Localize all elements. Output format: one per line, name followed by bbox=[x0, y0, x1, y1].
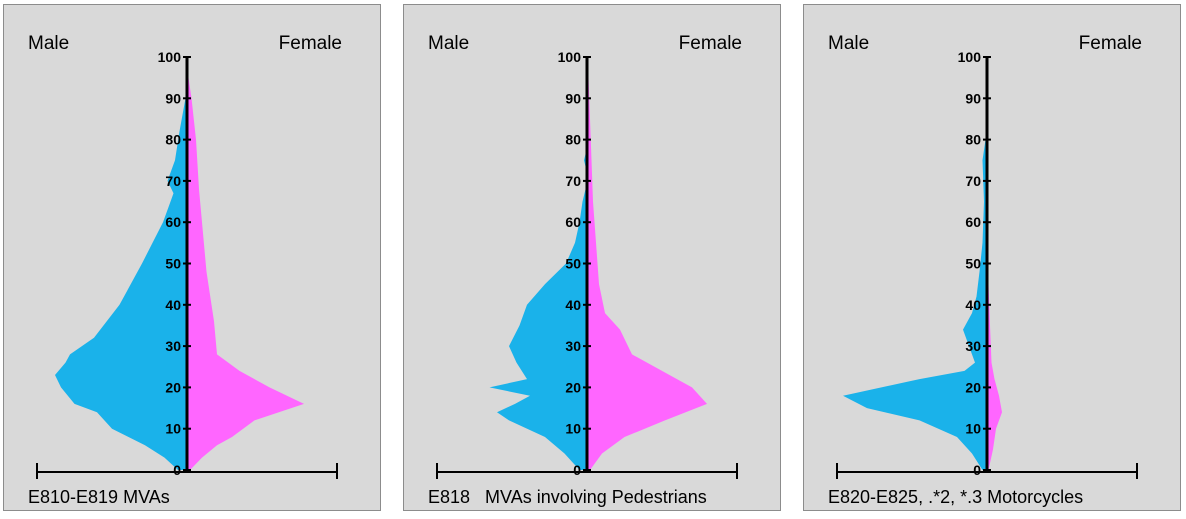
chart-caption: E810-E819 MVAs bbox=[28, 487, 170, 507]
y-tick-label: 0 bbox=[973, 462, 981, 478]
y-tick-label: 10 bbox=[565, 421, 581, 437]
y-tick-label: 60 bbox=[965, 214, 981, 230]
y-tick-label: 90 bbox=[965, 90, 981, 106]
male-label: Male bbox=[428, 33, 469, 54]
population-pyramid-3: 0 10 20 30 40 50 60 70 80 90 100 Male Female E820-E82… bbox=[828, 33, 1142, 507]
y-tick-label: 60 bbox=[565, 214, 581, 230]
y-tick-label: 20 bbox=[965, 379, 981, 395]
female-label: Female bbox=[1079, 33, 1142, 54]
female-area bbox=[987, 57, 1002, 470]
female-area bbox=[187, 57, 304, 470]
chart-panel-2: 0 10 20 30 40 50 60 70 80 90 100 Male Female E818 MVA… bbox=[403, 4, 781, 511]
y-tick-label: 30 bbox=[965, 338, 981, 354]
y-tick-label: 40 bbox=[965, 297, 981, 313]
y-tick-label: 40 bbox=[565, 297, 581, 313]
y-tick-label: 10 bbox=[965, 421, 981, 437]
y-tick-label: 80 bbox=[165, 132, 181, 148]
y-tick-label: 30 bbox=[165, 338, 181, 354]
male-area bbox=[55, 57, 187, 470]
y-tick-label: 0 bbox=[173, 462, 181, 478]
y-tick-label: 20 bbox=[165, 379, 181, 395]
y-tick-label: 50 bbox=[565, 256, 581, 272]
y-tick-label: 50 bbox=[165, 256, 181, 272]
chart-caption: E818 MVAs involving Pedestrians bbox=[428, 487, 707, 507]
female-area bbox=[587, 57, 707, 470]
y-tick-label: 20 bbox=[565, 379, 581, 395]
y-tick-label: 10 bbox=[165, 421, 181, 437]
y-tick-label: 30 bbox=[565, 338, 581, 354]
y-tick-label: 100 bbox=[958, 49, 982, 65]
chart-panel-3: 0 10 20 30 40 50 60 70 80 90 100 Male Female E820-E82… bbox=[803, 4, 1181, 511]
y-tick-label: 70 bbox=[565, 173, 581, 189]
y-tick-label: 70 bbox=[965, 173, 981, 189]
y-tick-label: 90 bbox=[565, 90, 581, 106]
y-tick-label: 90 bbox=[165, 90, 181, 106]
y-tick-label: 0 bbox=[573, 462, 581, 478]
y-tick-label: 50 bbox=[965, 256, 981, 272]
y-tick-label: 60 bbox=[165, 214, 181, 230]
female-label: Female bbox=[279, 33, 342, 54]
y-tick-label: 80 bbox=[565, 132, 581, 148]
male-area bbox=[489, 57, 587, 470]
male-area bbox=[843, 57, 987, 470]
male-label: Male bbox=[828, 33, 869, 54]
y-tick-label: 70 bbox=[165, 173, 181, 189]
y-tick-label: 100 bbox=[558, 49, 582, 65]
chart-caption: E820-E825, .*2, *.3 Motorcycles bbox=[828, 487, 1083, 507]
female-label: Female bbox=[679, 33, 742, 54]
chart-panel-1: 0 10 20 30 40 50 60 70 80 90 100 Male Female E810-E81… bbox=[3, 4, 381, 511]
y-tick-label: 100 bbox=[158, 49, 182, 65]
population-pyramid-1: 0 10 20 30 40 50 60 70 80 90 100 Male Female E810-E81… bbox=[28, 33, 342, 507]
y-tick-label: 40 bbox=[165, 297, 181, 313]
population-pyramid-2: 0 10 20 30 40 50 60 70 80 90 100 Male Female E818 MVA… bbox=[428, 33, 742, 507]
male-label: Male bbox=[28, 33, 69, 54]
y-tick-label: 80 bbox=[965, 132, 981, 148]
